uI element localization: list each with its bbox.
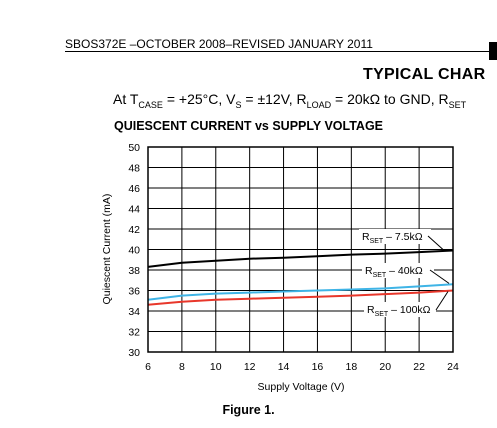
chart-title: QUIESCENT CURRENT vs SUPPLY VOLTAGE xyxy=(113,119,384,133)
series-label: RSET – 100kΩ xyxy=(367,304,431,318)
series-line xyxy=(147,283,454,301)
series-label-background xyxy=(362,263,434,278)
conditions-text: At T xyxy=(113,91,139,107)
x-tick-label: 14 xyxy=(278,361,290,373)
conditions-sub: LOAD xyxy=(306,99,332,110)
series-line xyxy=(147,289,454,306)
test-conditions: At TCASE = +25°C, VS = ±12V, RLOAD = 20k… xyxy=(113,91,466,110)
page-edge-bar xyxy=(489,42,497,60)
y-tick-label: 46 xyxy=(128,183,140,195)
x-tick-label: 16 xyxy=(312,361,324,373)
document-id-header: SBOS372E –OCTOBER 2008–REVISED JANUARY 2… xyxy=(65,37,373,51)
y-tick-label: 36 xyxy=(128,286,140,298)
plot-frame xyxy=(147,146,454,353)
x-tick-label: 20 xyxy=(379,361,391,373)
conditions-text: = +25°C, V xyxy=(162,91,236,107)
y-axis-label: Quiescent Current (mA) xyxy=(101,194,113,305)
series-label: RSET – 40kΩ xyxy=(365,265,423,279)
y-tick-label: 34 xyxy=(128,306,140,318)
y-tick-label: 40 xyxy=(128,245,140,257)
y-tick-label: 32 xyxy=(128,327,140,339)
series-label-background xyxy=(359,229,431,244)
series-label-leader xyxy=(435,291,449,311)
x-tick-label: 24 xyxy=(447,361,459,373)
y-tick-label: 42 xyxy=(128,224,140,236)
header-rule xyxy=(65,51,497,52)
x-tick-label: 22 xyxy=(413,361,425,373)
y-tick-label: 50 xyxy=(128,142,140,154)
series-line xyxy=(147,249,454,268)
conditions-sub: SET xyxy=(448,99,467,110)
x-axis-label: Supply Voltage (V) xyxy=(258,381,345,393)
y-tick-label: 30 xyxy=(128,347,140,359)
series-label-leader xyxy=(429,269,450,284)
x-tick-label: 18 xyxy=(345,361,357,373)
conditions-sub: CASE xyxy=(138,99,163,110)
conditions-sub: S xyxy=(235,99,242,110)
x-tick-label: 10 xyxy=(210,361,222,373)
series-label-leader xyxy=(427,235,444,250)
conditions-text: = ±12V, R xyxy=(241,91,307,107)
x-tick-label: 6 xyxy=(145,361,151,373)
x-tick-label: 8 xyxy=(179,361,185,373)
y-tick-label: 38 xyxy=(128,265,140,277)
y-tick-label: 48 xyxy=(128,163,140,175)
series-label: RSET – 7.5kΩ xyxy=(362,231,423,245)
x-tick-label: 12 xyxy=(244,361,256,373)
figure-caption: Figure 1. xyxy=(222,403,275,417)
y-tick-label: 44 xyxy=(128,204,140,216)
section-title: TYPICAL CHAR xyxy=(363,66,486,83)
series-label-background xyxy=(364,302,436,317)
conditions-text: = 20kΩ to GND, R xyxy=(331,91,449,107)
